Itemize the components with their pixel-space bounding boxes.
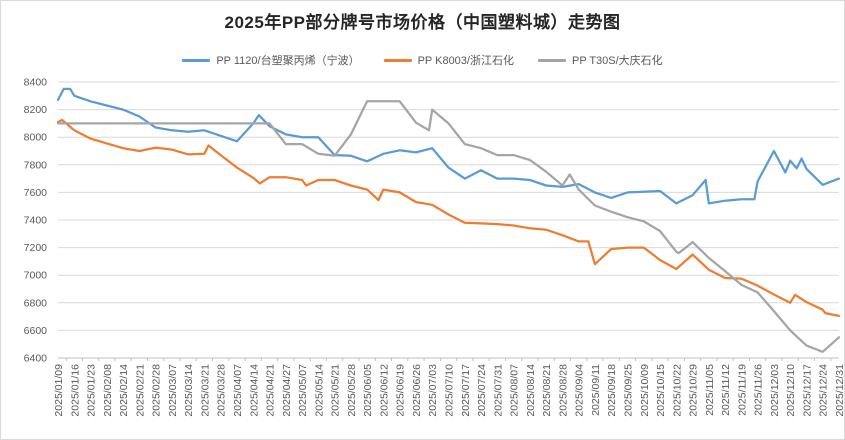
x-axis-tick-label: 2025/02/14 [118, 364, 130, 417]
x-axis-tick-label: 2025/01/23 [86, 364, 98, 417]
x-axis-tick-label: 2025/03/28 [216, 364, 228, 417]
x-axis-tick-label: 2025/01/09 [53, 364, 65, 417]
x-axis-tick-label: 2025/05/28 [346, 364, 358, 417]
series-line [56, 118, 841, 318]
y-axis-tick-label: 8200 [24, 104, 48, 116]
y-axis-tick-label: 7600 [24, 187, 48, 199]
x-axis-tick-label: 2025/04/27 [281, 364, 293, 417]
y-axis-tick-label: 7200 [24, 242, 48, 254]
x-axis-tick-label: 2025/10/09 [639, 364, 651, 417]
x-axis-tick-label: 2025/10/15 [655, 364, 667, 417]
x-axis-tick-label: 2025/08/21 [541, 364, 553, 417]
x-axis-tick-label: 2025/07/03 [427, 364, 439, 417]
x-axis-tick-label: 2025/11/26 [753, 364, 765, 416]
x-axis-tick-label: 2025/12/31 [834, 364, 845, 417]
x-axis-tick-label: 2025/08/14 [525, 364, 537, 417]
x-axis-tick-label: 2025/09/11 [590, 364, 602, 416]
x-axis-tick-label: 2025/08/07 [509, 364, 521, 417]
x-axis-tick-label: 2025/06/26 [411, 364, 423, 417]
legend-label: PP K8003/浙江石化 [417, 55, 514, 67]
x-axis-tick-label: 2025/02/21 [134, 364, 146, 417]
y-axis-tick-label: 6800 [24, 297, 48, 309]
x-axis-tick-label: 2025/02/08 [102, 364, 114, 417]
x-axis-tick-label: 2025/07/31 [492, 364, 504, 417]
x-axis-tick-label: 2025/07/24 [476, 364, 488, 417]
x-axis-tick-label: 2025/07/17 [460, 364, 472, 417]
x-axis-tick-label: 2025/11/05 [704, 364, 716, 416]
x-axis-tick-label: 2025/07/10 [444, 364, 456, 417]
legend-label: PP 1120/台塑聚丙烯（宁波） [216, 55, 360, 67]
x-axis-tick-label: 2025/05/21 [330, 364, 342, 417]
x-axis-tick-label: 2025/09/25 [622, 364, 634, 417]
legend-item: PP 1120/台塑聚丙烯（宁波） [182, 52, 360, 68]
x-axis-tick-label: 2025/06/05 [362, 364, 374, 417]
x-axis-tick-label: 2025/09/04 [574, 364, 586, 417]
x-axis-tick-label: 2025/06/19 [395, 364, 407, 417]
x-axis-tick-label: 2025/02/28 [151, 364, 163, 417]
x-axis-tick-label: 2025/11/19 [736, 364, 748, 416]
x-axis-tick-label: 2025/04/21 [265, 364, 277, 417]
x-axis-tick-label: 2025/01/16 [69, 364, 81, 417]
series-line [56, 100, 841, 353]
x-axis-tick-label: 2025/04/07 [232, 364, 244, 417]
y-axis-tick-label: 7000 [24, 270, 48, 282]
y-axis-tick-label: 6400 [24, 353, 48, 365]
legend-line-swatch [182, 58, 211, 62]
x-axis-tick-label: 2025/08/28 [557, 364, 569, 417]
y-axis-tick-label: 8400 [24, 77, 48, 89]
x-axis-tick-label: 2025/03/14 [183, 364, 195, 417]
y-axis-tick-label: 7400 [24, 215, 48, 227]
chart-title: 2025年PP部分牌号市场价格（中国塑料城）走势图 [224, 13, 621, 32]
x-axis-tick-label: 2025/05/14 [313, 364, 325, 417]
x-axis-tick-label: 2025/11/12 [720, 364, 732, 416]
x-axis-tick-label: 2025/04/14 [248, 364, 260, 417]
legend-label: PP T30S/大庆石化 [571, 55, 663, 67]
legend-item: PP T30S/大庆石化 [537, 52, 663, 68]
x-axis-tick-label: 2025/06/12 [378, 364, 390, 417]
legend-line-swatch [383, 58, 412, 62]
y-axis-tick-label: 8000 [24, 132, 48, 144]
x-axis-tick-label: 2025/12/17 [801, 364, 813, 417]
y-axis-tick-label: 6600 [24, 325, 48, 337]
x-axis-tick-label: 2025/05/07 [297, 364, 309, 417]
chart-legend: PP 1120/台塑聚丙烯（宁波） PP K8003/浙江石化 PP T30S/大庆… [1, 52, 844, 68]
legend-item: PP K8003/浙江石化 [383, 52, 514, 68]
x-axis-tick-label: 2025/09/18 [606, 364, 618, 417]
series-line [56, 87, 841, 205]
legend-line-swatch [537, 58, 566, 62]
x-axis-tick-label: 2025/10/22 [671, 364, 683, 417]
x-axis-tick-label: 2025/10/29 [688, 364, 700, 417]
y-axis-tick-label: 7800 [24, 159, 48, 171]
x-axis-tick-label: 2025/12/10 [785, 364, 797, 417]
x-axis-tick-label: 2025/12/03 [769, 364, 781, 417]
x-axis-tick-label: 2025/03/07 [167, 364, 179, 417]
x-axis-tick-label: 2025/03/21 [199, 364, 211, 417]
x-axis-tick-label: 2025/12/24 [818, 364, 830, 417]
